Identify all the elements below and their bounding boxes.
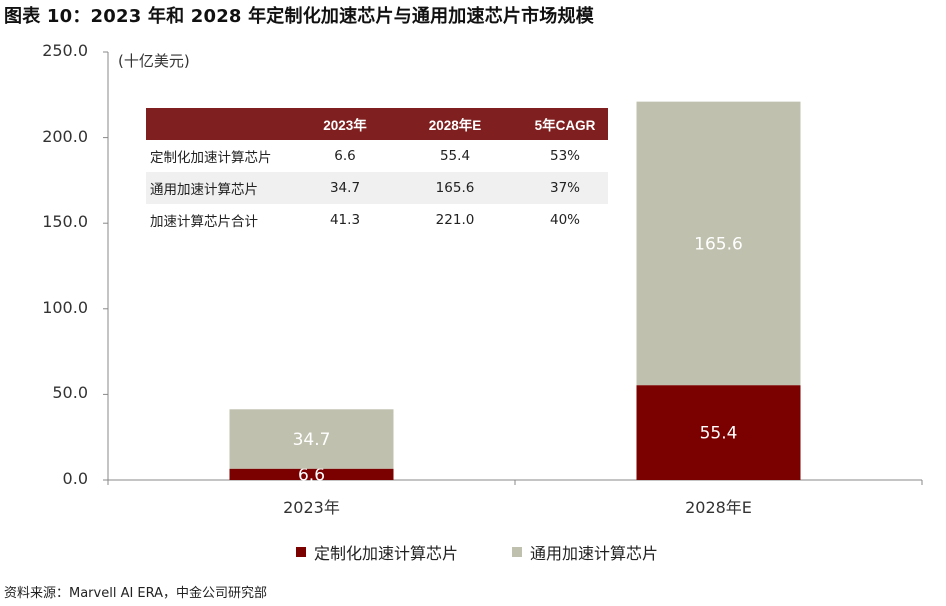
- legend-item-custom: 定制化加速计算芯片: [296, 540, 458, 564]
- legend-item-general: 通用加速计算芯片: [512, 540, 658, 564]
- table-cell: 加速计算芯片合计: [150, 214, 258, 230]
- bar-value-label: 165.6: [694, 234, 743, 254]
- table-row: 加速计算芯片合计 41.3 221.0 40%: [146, 204, 608, 236]
- table-cell: 34.7: [302, 172, 388, 204]
- table-cell: 41.3: [329, 212, 361, 228]
- y-tick-label: 0.0: [62, 469, 88, 488]
- legend-swatch-general: [512, 547, 522, 557]
- bar-value-label: 6.6: [298, 465, 325, 485]
- bar-value-label: 34.7: [293, 430, 331, 450]
- bar-segment: [229, 409, 394, 469]
- table-cell: 221.0: [435, 212, 475, 228]
- table-cell: 6.6: [334, 148, 356, 164]
- table-header-cell: 2028年E: [388, 108, 522, 140]
- legend-swatch-custom: [296, 547, 306, 557]
- legend-label-custom: 定制化加速计算芯片: [314, 544, 459, 563]
- y-tick-label: 50.0: [52, 383, 88, 403]
- table-cell: 53%: [549, 148, 580, 164]
- data-table: 2023年 2028年E 5年CAGR 定制化加速计算芯片 6.6 55.4 5…: [146, 108, 608, 236]
- table-cell: 定制化加速计算芯片: [150, 150, 272, 166]
- legend-label-general: 通用加速计算芯片: [530, 544, 659, 563]
- table-cell: 165.6: [388, 172, 522, 204]
- table-cell: 37%: [522, 172, 608, 204]
- x-tick-label: 2028年E: [685, 498, 752, 517]
- x-tick-label: 2023年: [283, 498, 340, 517]
- table-header-row: 2023年 2028年E 5年CAGR: [146, 108, 608, 140]
- y-tick-label: 150.0: [42, 212, 88, 232]
- table-row: 定制化加速计算芯片 6.6 55.4 53%: [146, 140, 608, 172]
- chart-title: 图表 10：2023 年和 2028 年定制化加速芯片与通用加速芯片市场规模: [4, 6, 594, 27]
- bar-segment: [636, 385, 801, 480]
- table-cell: 40%: [549, 212, 580, 228]
- source-note: 资料来源：Marvell AI ERA，中金公司研究部: [4, 586, 268, 601]
- table-header-cell: 2023年: [302, 108, 388, 140]
- table-header-cell: 5年CAGR: [522, 108, 608, 140]
- bar-segment: [636, 101, 801, 386]
- table-row: 通用加速计算芯片 34.7 165.6 37%: [146, 172, 608, 204]
- y-tick-label: 200.0: [42, 126, 88, 146]
- table-cell: 55.4: [439, 148, 471, 164]
- table-cell: 通用加速计算芯片: [146, 172, 302, 204]
- y-tick-label: 100.0: [42, 297, 88, 317]
- bar-segment: [229, 468, 394, 480]
- y-axis-unit-label: (十亿美元): [118, 52, 190, 70]
- y-tick-label: 250.0: [42, 41, 88, 60]
- bar-value-label: 55.4: [700, 424, 738, 444]
- table-header-cell: [146, 108, 302, 140]
